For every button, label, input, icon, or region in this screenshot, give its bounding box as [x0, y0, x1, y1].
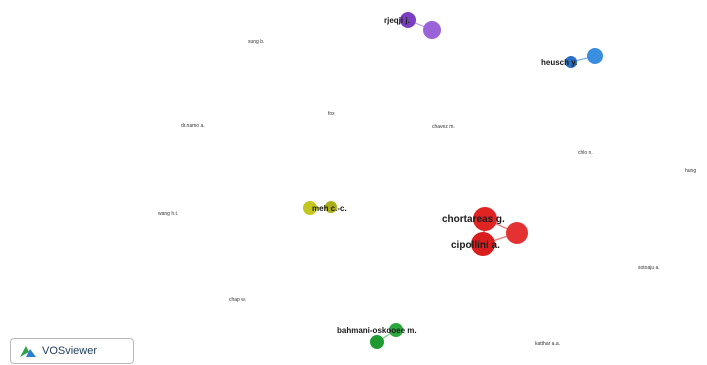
label-dinamo: dr.namo a.: [181, 123, 205, 129]
network-labels: rjeqji j. sung b. heusch y. fox dr.namo …: [158, 16, 696, 347]
label-chap: chap w.: [229, 297, 246, 303]
label-cipollini: cipollini a.: [451, 240, 500, 251]
label-rjeqji: rjeqji j.: [384, 16, 410, 25]
node-heusch[interactable]: [565, 56, 577, 68]
node-rjeqji-secondary[interactable]: [423, 21, 441, 39]
node-rjeqji[interactable]: [400, 12, 416, 28]
node-red-secondary[interactable]: [506, 222, 528, 244]
network-nodes: [303, 12, 603, 349]
node-bahmani-secondary[interactable]: [370, 335, 384, 349]
label-sotoaju: sotoaju a.: [638, 265, 660, 271]
vosviewer-logo-icon: [20, 346, 36, 357]
label-fox: fox: [328, 111, 335, 117]
label-wang: wang h.t.: [158, 211, 178, 217]
label-heusch: heusch y.: [541, 58, 577, 67]
label-sung: sung b.: [248, 39, 264, 45]
label-chavez: chavez m.: [432, 124, 455, 130]
label-katthar: katthar a.a.: [535, 341, 560, 347]
vosviewer-brand-text: VOSviewer: [42, 345, 98, 357]
label-bahmani: bahmani-oskooee m.: [337, 326, 417, 335]
node-heusch-secondary[interactable]: [587, 48, 603, 64]
label-chb: chlo n.: [578, 150, 593, 156]
label-meh: meh c.-c.: [312, 204, 347, 213]
node-chortareas[interactable]: [473, 207, 497, 231]
node-cipollini[interactable]: [471, 232, 495, 256]
node-meh-secondary[interactable]: [325, 201, 337, 213]
node-bahmani[interactable]: [389, 323, 403, 337]
label-chortareas: chortareas g.: [442, 214, 505, 225]
node-meh[interactable]: [303, 201, 317, 215]
vosviewer-logo-badge[interactable]: VOSviewer: [10, 338, 134, 364]
label-hung: hung: [685, 168, 696, 174]
network-links: [309, 19, 596, 343]
